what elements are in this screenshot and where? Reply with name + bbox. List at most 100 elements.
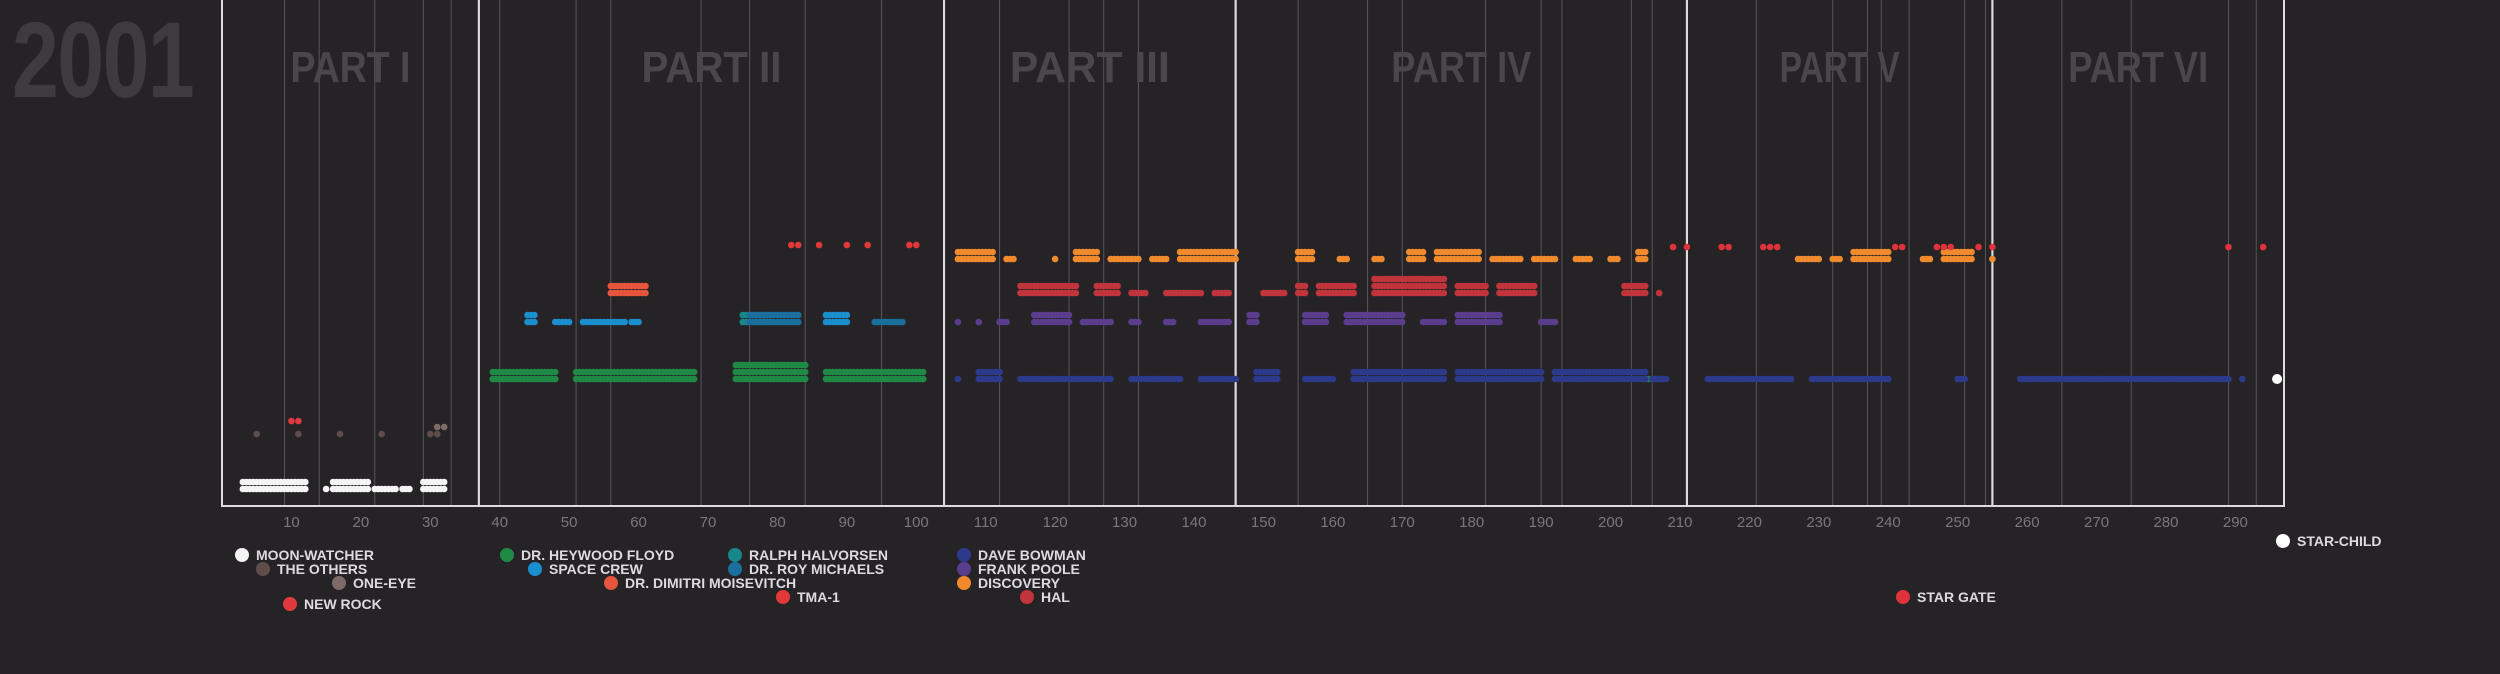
data-point xyxy=(1253,318,1260,326)
data-point xyxy=(1010,255,1017,263)
data-point xyxy=(1273,368,1281,376)
data-point xyxy=(531,311,538,319)
data-point xyxy=(1003,318,1010,326)
data-point xyxy=(1759,243,1767,251)
data-point xyxy=(531,318,538,326)
data-point xyxy=(1232,375,1239,383)
data-point xyxy=(440,485,448,493)
data-point xyxy=(1093,248,1101,256)
data-point xyxy=(1641,282,1649,290)
series-hal xyxy=(1017,275,1663,297)
x-axis: 10 20 30 40 50 60 70 80 90 100 110 120 130 140 150 160 1… xyxy=(283,514,2248,531)
data-point xyxy=(1225,318,1233,326)
data-point xyxy=(1162,255,1170,263)
data-point xyxy=(1718,243,1725,251)
data-point xyxy=(1787,375,1795,383)
legend-label: DR. DIMITRI MOISEVITCH xyxy=(625,575,796,591)
data-point xyxy=(1440,289,1448,297)
data-point xyxy=(1884,375,1892,383)
x-tick-label: 80 xyxy=(769,514,786,531)
legend-marker xyxy=(776,590,790,604)
data-point xyxy=(1516,255,1524,263)
data-point xyxy=(989,255,996,263)
data-point xyxy=(1926,255,1934,263)
part-title: PART IV xyxy=(1391,43,1532,92)
series-space-crew xyxy=(524,311,851,326)
legend-marker xyxy=(256,562,270,576)
legend-marker xyxy=(728,562,742,576)
data-point xyxy=(1614,255,1621,263)
legend-marker xyxy=(332,576,346,590)
data-point xyxy=(1975,243,1982,251)
series-star-gate xyxy=(1669,243,2267,251)
data-point xyxy=(378,430,385,438)
legend-marker xyxy=(1020,590,1034,604)
data-point xyxy=(1641,368,1649,376)
data-point xyxy=(801,368,809,376)
data-point xyxy=(1051,255,1059,263)
x-tick-label: 250 xyxy=(1945,514,1970,531)
data-point xyxy=(1968,248,1975,256)
legend-marker xyxy=(1896,590,1910,604)
data-point xyxy=(1662,375,1670,383)
data-point xyxy=(1884,248,1892,256)
data-point xyxy=(1891,243,1899,251)
data-point xyxy=(1551,318,1559,326)
legend-label: DISCOVERY xyxy=(978,575,1061,591)
data-point xyxy=(1350,289,1357,297)
data-point xyxy=(551,375,559,383)
part-frame xyxy=(1991,0,2285,507)
legend-label: MOON-WATCHER xyxy=(256,547,374,563)
data-point xyxy=(426,430,434,438)
legend-label: THE OTHERS xyxy=(277,561,367,577)
data-point xyxy=(794,318,802,326)
data-point xyxy=(1482,289,1489,297)
data-point xyxy=(621,318,628,326)
x-tick-label: 260 xyxy=(2015,514,2040,531)
data-point xyxy=(843,311,851,319)
data-point xyxy=(690,368,698,376)
series-frank-poole xyxy=(954,311,1559,326)
data-point xyxy=(1114,289,1121,297)
legend-label: STAR GATE xyxy=(1917,589,1996,605)
x-tick-label: 150 xyxy=(1251,514,1276,531)
series-star-child xyxy=(2272,374,2283,384)
data-point xyxy=(1142,289,1149,297)
year-title: 2001 xyxy=(12,0,195,120)
series-dimitri-moisevitch xyxy=(607,282,649,297)
data-point xyxy=(1496,318,1503,326)
data-point xyxy=(690,375,698,383)
series-discovery xyxy=(954,248,1996,263)
x-tick-label: 130 xyxy=(1112,514,1137,531)
data-point xyxy=(2225,375,2232,383)
data-point xyxy=(1968,255,1975,263)
data-point xyxy=(1496,311,1503,319)
part-title: PART II xyxy=(641,43,781,92)
x-tick-label: 240 xyxy=(1876,514,1901,531)
x-tick-label: 230 xyxy=(1806,514,1831,531)
data-point xyxy=(1253,311,1260,319)
data-point xyxy=(801,375,809,383)
data-point xyxy=(794,241,802,249)
x-tick-label: 30 xyxy=(422,514,439,531)
data-point xyxy=(1440,318,1448,326)
series-roy-michaels xyxy=(746,311,906,326)
data-point xyxy=(1766,243,1774,251)
data-point xyxy=(1280,289,1288,297)
legend-marker xyxy=(235,548,249,562)
x-tick-label: 170 xyxy=(1390,514,1415,531)
x-tick-label: 120 xyxy=(1043,514,1068,531)
data-point xyxy=(912,241,920,249)
data-point xyxy=(2239,375,2246,383)
x-tick-label: 110 xyxy=(974,514,998,531)
data-point xyxy=(1836,255,1843,263)
data-point xyxy=(1419,255,1427,263)
x-tick-label: 220 xyxy=(1737,514,1762,531)
data-point xyxy=(302,478,309,486)
data-point xyxy=(364,485,372,493)
data-point xyxy=(1343,255,1351,263)
data-point xyxy=(1308,255,1316,263)
legend-marker xyxy=(604,576,618,590)
x-tick-label: 190 xyxy=(1529,514,1554,531)
